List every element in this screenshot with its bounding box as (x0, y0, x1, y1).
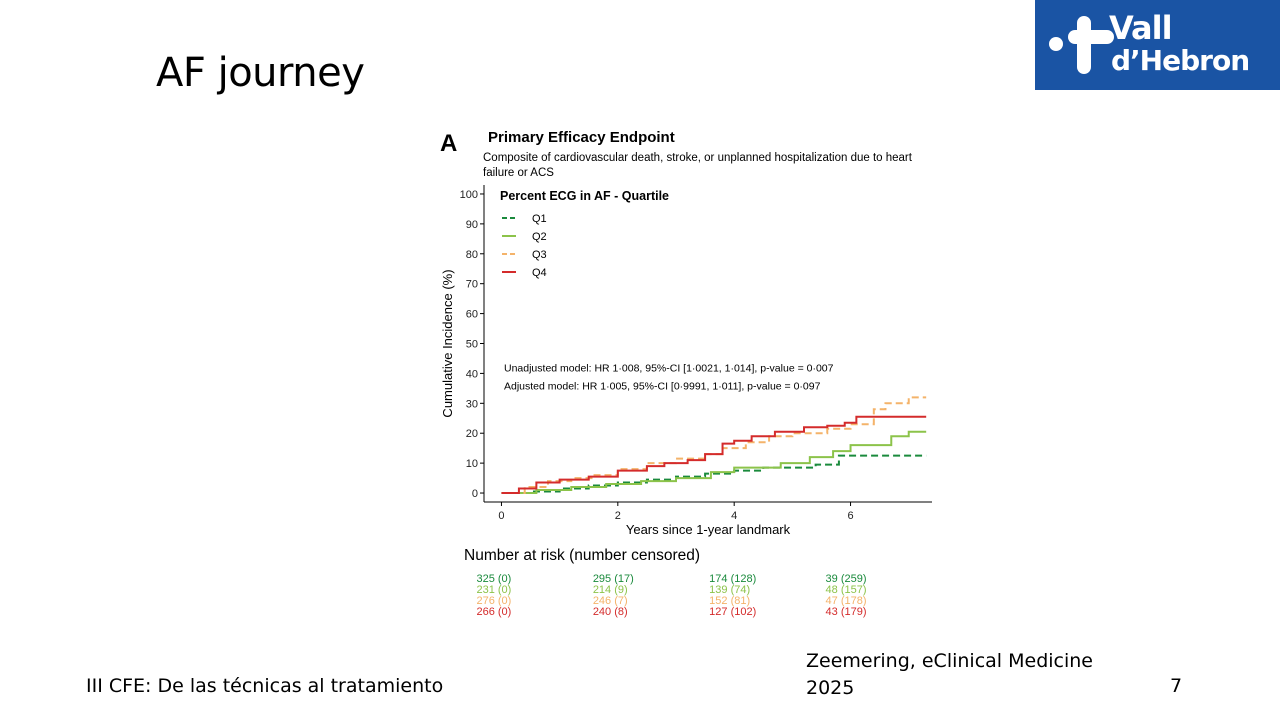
model-annotation-1: Unadjusted model: HR 1·008, 95%-CI [1·00… (504, 362, 834, 374)
risk-cell-q1: 174 (128) (709, 573, 757, 585)
risk-cell-q2: 214 (9) (592, 584, 628, 596)
risk-cell-q2: 139 (74) (709, 584, 751, 596)
risk-cell-q4: 240 (8) (592, 606, 628, 618)
risk-cell-q1: 295 (17) (592, 573, 634, 585)
risk-cell-q1: 39 (259) (825, 573, 867, 585)
x-tick-label: 4 (731, 510, 737, 522)
y-tick-label: 70 (466, 279, 478, 291)
legend-label-q4: Q4 (532, 267, 547, 279)
logo-line1: Vall (1109, 9, 1173, 47)
y-tick-label: 0 (472, 488, 478, 500)
chart-subtitle: Composite of cardiovascular death, strok… (483, 152, 912, 179)
km-curve-q1 (501, 454, 927, 495)
risk-table-title: Number at risk (number censored) (464, 547, 701, 564)
panel-label: A (440, 130, 458, 157)
legend-label-q1: Q1 (532, 213, 547, 225)
footer-text: III CFE: De las técnicas al tratamiento (86, 675, 444, 697)
logo-line2: d’Hebron (1111, 44, 1250, 77)
chart-title: Primary Efficacy Endpoint (488, 129, 675, 146)
y-tick-label: 80 (466, 249, 478, 261)
km-curve-q2 (501, 430, 927, 495)
risk-cell-q3: 246 (7) (592, 595, 628, 607)
y-tick-label: 40 (466, 368, 478, 380)
x-axis-label: Years since 1-year landmark (626, 522, 791, 537)
risk-cell-q4: 127 (102) (709, 606, 757, 618)
slide-title: AF journey (156, 50, 365, 96)
risk-cell-q3: 47 (178) (825, 595, 867, 607)
km-curve-q4 (501, 415, 927, 495)
risk-cell-q4: 266 (0) (476, 606, 512, 618)
risk-cell-q2: 48 (157) (825, 584, 867, 596)
legend-title: Percent ECG in AF - Quartile (500, 189, 669, 203)
legend-label-q3: Q3 (532, 249, 547, 261)
y-tick-label: 60 (466, 309, 478, 321)
legend-label-q2: Q2 (532, 231, 547, 243)
y-tick-label: 100 (460, 189, 478, 201)
y-tick-label: 20 (466, 428, 478, 440)
y-tick-label: 50 (466, 339, 478, 351)
x-tick-label: 2 (615, 510, 621, 522)
km-curve-q3 (501, 396, 927, 495)
citation: Zeemering, eClinical Medicine 2025 (806, 650, 1093, 699)
risk-cell-q3: 152 (81) (709, 595, 751, 607)
page-number: 7 (1170, 675, 1183, 697)
y-tick-label: 90 (466, 219, 478, 231)
x-tick-label: 6 (847, 510, 853, 522)
x-tick-label: 0 (498, 510, 504, 522)
y-axis-label: Cumulative Incidence (%) (440, 269, 455, 417)
model-annotation-2: Adjusted model: HR 1·005, 95%-CI [0·9991… (504, 380, 821, 392)
risk-cell-q1: 325 (0) (476, 573, 512, 585)
y-tick-label: 30 (466, 398, 478, 410)
vall-dhebron-logo: Vall d’Hebron (1035, 0, 1280, 90)
hospital-cross-icon (1049, 16, 1114, 74)
risk-cell-q2: 231 (0) (476, 584, 512, 596)
risk-cell-q4: 43 (179) (825, 606, 867, 618)
kaplan-meier-plot: 0 10 20 30 40 50 60 70 80 90 100 0 2 4 6 Years since 1-… (440, 185, 932, 537)
risk-cell-q3: 276 (0) (476, 595, 512, 607)
y-tick-label: 10 (466, 458, 478, 470)
